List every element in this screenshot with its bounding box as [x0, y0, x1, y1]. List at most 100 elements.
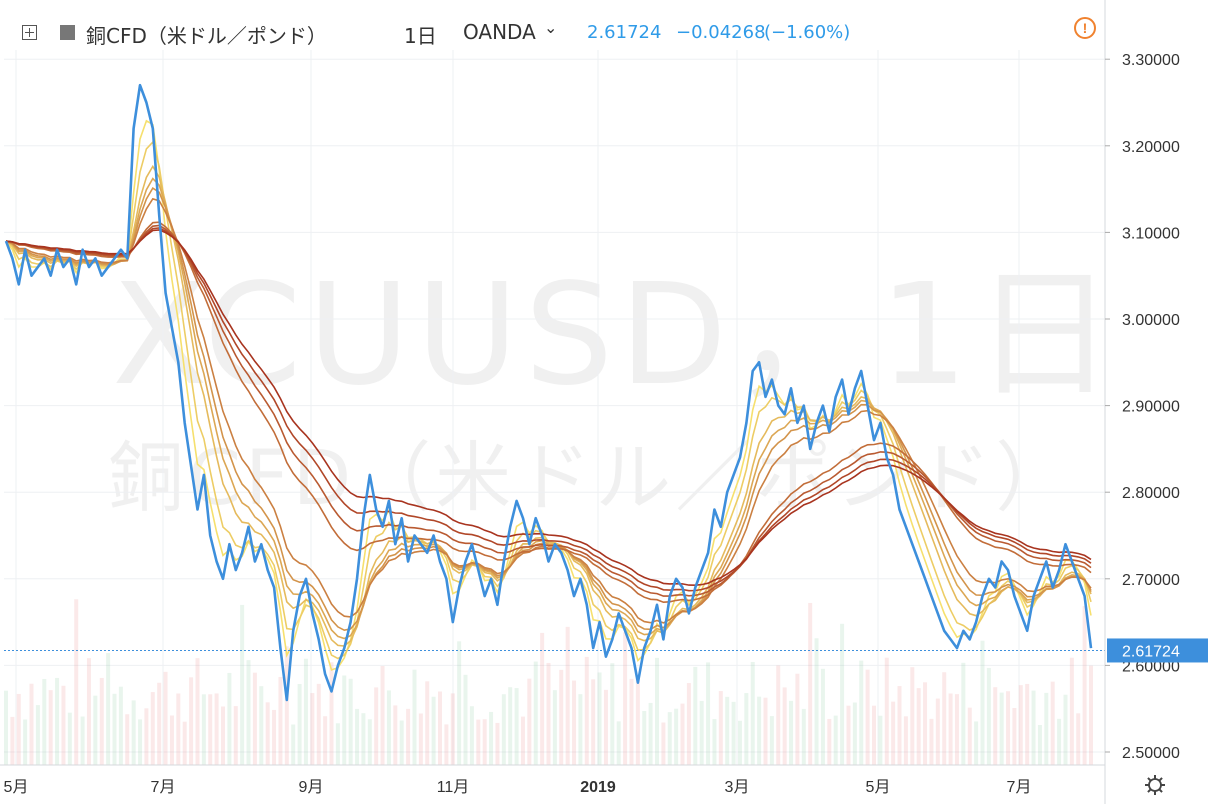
- volume-bar: [865, 669, 870, 765]
- volume-bar: [10, 716, 15, 765]
- last-price-badge[interactable]: [1107, 638, 1208, 663]
- volume-bar: [974, 721, 979, 765]
- volume-bar: [48, 690, 53, 765]
- price-change: −0.04268: [676, 22, 766, 43]
- volume-bar: [208, 694, 213, 765]
- volume-bar: [463, 674, 468, 765]
- volume-bar: [1076, 713, 1081, 765]
- volume-bar: [176, 693, 181, 765]
- volume-bar: [1069, 657, 1074, 765]
- volume-bar: [1044, 692, 1049, 765]
- volume-bar: [195, 658, 200, 765]
- volume-bar: [897, 686, 902, 765]
- volume-bar: [412, 669, 417, 765]
- interval-label[interactable]: 1日: [404, 24, 437, 48]
- volume-bar: [954, 694, 959, 765]
- x-tick-label: 5月: [4, 779, 29, 796]
- ema-line-40: [5, 227, 1092, 592]
- volume-bar: [367, 719, 372, 765]
- volume-bar: [425, 681, 430, 765]
- volume-bar: [999, 692, 1004, 765]
- volume-bar: [297, 683, 302, 765]
- volume-bar: [1031, 690, 1036, 765]
- volume-bar: [329, 662, 334, 765]
- volume-bar: [1082, 606, 1087, 765]
- warning-icon[interactable]: !: [1074, 17, 1096, 39]
- volume-bar: [55, 677, 60, 765]
- ema-line-45: [5, 229, 1092, 587]
- volume-bar: [776, 665, 781, 765]
- exchange-label[interactable]: OANDA: [463, 20, 536, 44]
- volume-bar: [648, 702, 653, 765]
- volume-bar: [750, 661, 755, 765]
- volume-bar: [923, 682, 928, 765]
- ema-line-30: [5, 221, 1092, 604]
- x-tick-label: 7月: [1007, 779, 1032, 796]
- volume-bar: [501, 694, 506, 765]
- volume-bar: [572, 680, 577, 765]
- x-tick-label: 3月: [725, 779, 750, 796]
- gear-icon[interactable]: [1148, 778, 1162, 792]
- volume-bar: [469, 706, 474, 765]
- volume-bar: [393, 705, 398, 765]
- volume-bar: [508, 687, 513, 765]
- volume-bar: [1018, 685, 1023, 765]
- volume-bar: [1089, 665, 1093, 765]
- volume-bar: [820, 668, 825, 765]
- volume-bar: [495, 722, 500, 765]
- volume-bar: [591, 679, 596, 765]
- volume-bar: [565, 626, 570, 765]
- volume-bar: [131, 700, 136, 765]
- volume-bar: [706, 662, 711, 765]
- y-tick-label: 3.30000: [1122, 52, 1180, 69]
- volume-bar: [406, 708, 411, 765]
- volume-bar: [597, 672, 602, 765]
- volume-bar: [23, 719, 28, 765]
- y-tick-label: 2.50000: [1122, 745, 1180, 762]
- volume-bar: [35, 705, 40, 765]
- volume-bar: [540, 632, 545, 765]
- volume-bar: [846, 705, 851, 765]
- volume-bar: [348, 678, 353, 765]
- volume-bar: [680, 703, 685, 765]
- last-price-label: 2.61724: [1122, 643, 1180, 660]
- volume-bar: [667, 712, 672, 765]
- volume-bar: [93, 695, 98, 765]
- volume-bar: [240, 604, 245, 765]
- y-tick-label: 2.60000: [1122, 658, 1180, 675]
- volume-bar: [833, 715, 838, 765]
- x-tick-label: 7月: [151, 779, 176, 796]
- volume-bar: [725, 696, 730, 765]
- volume-bar: [795, 673, 800, 765]
- volume-bar: [910, 667, 915, 765]
- volume-bar: [399, 720, 404, 765]
- volume-bar: [163, 671, 168, 765]
- volume-bar: [1063, 694, 1068, 765]
- volume-bar: [993, 687, 998, 765]
- volume-bar: [380, 665, 385, 765]
- volume-bar: [744, 693, 749, 765]
- volume-bar: [476, 719, 481, 765]
- symbol-name[interactable]: 銅CFD（米ドル／ポンド）: [86, 24, 327, 48]
- expand-icon[interactable]: [22, 25, 37, 40]
- volume-bar: [948, 693, 953, 765]
- volume-bar: [852, 702, 857, 765]
- volume-bar: [265, 702, 270, 765]
- volume-bar: [189, 677, 194, 765]
- y-tick-label: 3.00000: [1122, 312, 1180, 329]
- volume-bar: [4, 690, 8, 765]
- volume-bar: [80, 716, 85, 765]
- volume-bar: [323, 716, 328, 765]
- volume-bar: [642, 710, 647, 765]
- volume-bar: [514, 688, 519, 765]
- chart-type-icon[interactable]: [60, 25, 75, 40]
- volume-bar: [482, 719, 487, 765]
- volume-bar: [903, 716, 908, 765]
- volume-bar: [967, 707, 972, 765]
- chevron-down-icon[interactable]: ⌄: [544, 18, 558, 37]
- x-tick-label: 2019: [580, 779, 616, 796]
- chart-header: 銅CFD（米ドル／ポンド） 1日 OANDA ⌄ 2.61724 −0.0426…: [0, 12, 1208, 52]
- volume-bar: [559, 669, 564, 765]
- volume-bar: [272, 709, 277, 765]
